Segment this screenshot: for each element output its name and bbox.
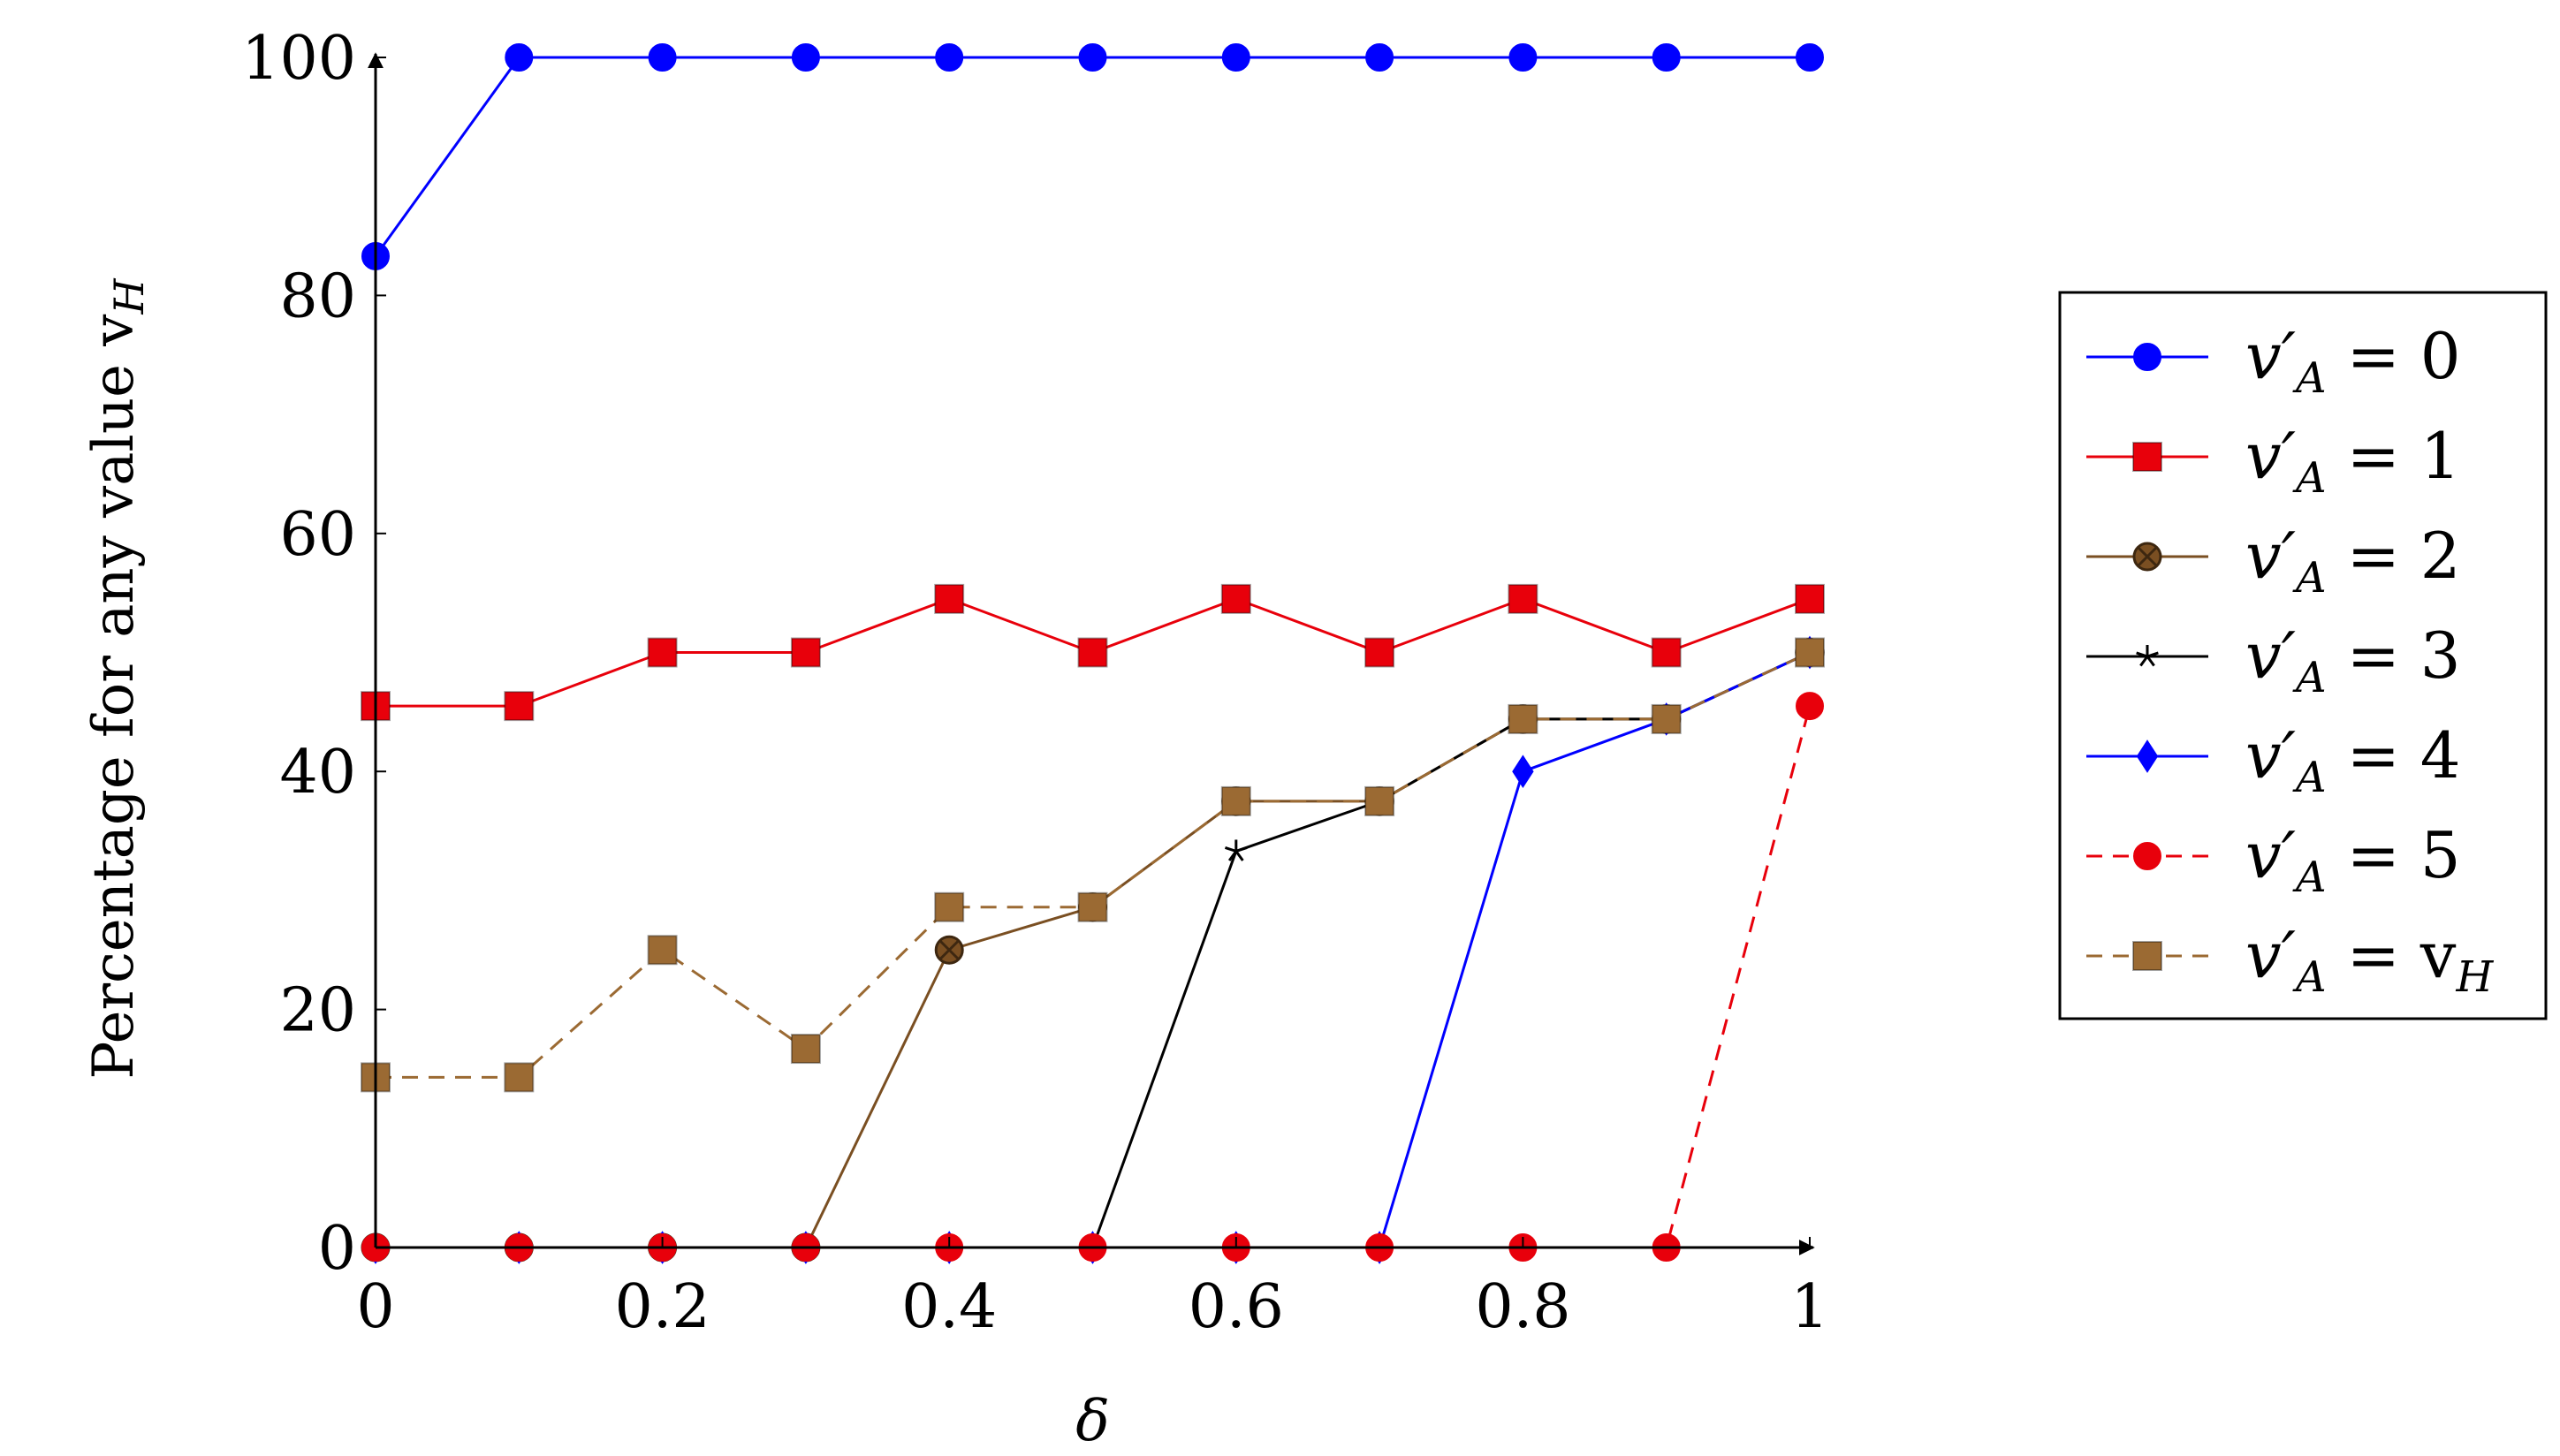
y-tick-label: 100 — [241, 24, 356, 94]
legend-item: v′A = 0 — [2086, 319, 2461, 403]
y-axis-title: Percentage for any value vH — [81, 278, 153, 1080]
data-point — [1651, 637, 1682, 668]
x-tick-label: 0.2 — [615, 1272, 710, 1342]
data-point — [1795, 637, 1825, 668]
data-point — [2136, 645, 2159, 667]
data-point — [1512, 755, 1534, 789]
data-point — [1796, 692, 1824, 721]
x-tick-label: 0.4 — [901, 1272, 997, 1342]
data-point — [505, 43, 534, 72]
legend-label: v′A = 1 — [2245, 419, 2461, 503]
data-point — [504, 691, 535, 722]
data-point-cross — [938, 939, 960, 960]
data-point — [2133, 842, 2161, 870]
series-line — [374, 56, 1810, 257]
data-point — [647, 637, 678, 668]
y-tick-label: 20 — [279, 976, 356, 1046]
data-point — [1220, 785, 1251, 816]
data-point — [648, 43, 677, 72]
series-line — [376, 651, 1811, 1249]
data-point — [791, 43, 820, 72]
series-line — [376, 651, 1811, 1249]
x-axis-title: δ — [1075, 1389, 1110, 1454]
data-point — [1651, 703, 1682, 734]
data-point-ray — [2146, 656, 2155, 667]
series-line — [376, 651, 1811, 1249]
data-point — [2136, 739, 2159, 773]
data-point — [790, 637, 821, 668]
data-point-ray — [2139, 656, 2149, 667]
data-point — [1078, 43, 1107, 72]
data-point — [1652, 43, 1681, 72]
data-point — [934, 891, 965, 922]
legend-label: v′A = 4 — [2245, 718, 2461, 802]
data-point — [935, 43, 964, 72]
data-point — [2132, 941, 2162, 971]
data-point-ray — [1235, 846, 1248, 853]
series-2 — [361, 638, 1825, 1263]
x-tick-label: 1 — [1790, 1272, 1828, 1342]
y-tick-label: 0 — [318, 1214, 356, 1284]
data-point — [504, 1062, 535, 1093]
data-point — [934, 583, 965, 614]
plot-area — [361, 43, 1825, 1264]
y-tick-label: 80 — [279, 262, 356, 331]
data-point-ray — [1224, 846, 1237, 853]
legend-item: v′A = 2 — [2086, 519, 2461, 603]
series-5 — [361, 692, 1824, 1262]
series-6 — [361, 637, 1825, 1093]
y-tick-label: 60 — [279, 500, 356, 570]
data-point — [1077, 891, 1108, 922]
data-point — [934, 935, 964, 965]
legend-label: v′A = 2 — [2245, 519, 2461, 603]
legend-label: v′A = 3 — [2245, 618, 2461, 702]
data-point — [1221, 43, 1250, 72]
y-axis: 0 20 40 60 80 100 — [241, 24, 386, 1284]
legend: v′A = 0 v′A = 1 v′A = 2 v′A = 3 v′A = 4 v′A =… — [2058, 291, 2548, 1020]
legend-item: v′A = 4 — [2086, 718, 2461, 802]
data-point — [2133, 343, 2161, 371]
data-point — [2132, 542, 2162, 572]
data-point — [1365, 43, 1394, 72]
data-point — [1224, 839, 1248, 861]
data-point-cross — [2137, 546, 2158, 567]
legend-item: v′A = 1 — [2086, 419, 2461, 503]
series-4 — [364, 635, 1821, 1264]
data-point — [790, 1034, 821, 1065]
x-tick-label: 0 — [356, 1272, 394, 1342]
data-point — [1508, 703, 1538, 734]
x-tick-label: 0.8 — [1475, 1272, 1570, 1342]
legend-item: v′A = vH — [2086, 918, 2494, 1002]
data-point — [1220, 583, 1251, 614]
x-tick-label: 0.6 — [1189, 1272, 1284, 1342]
series-line — [376, 705, 1812, 1249]
data-point — [1364, 637, 1395, 668]
data-point — [1796, 43, 1824, 72]
series-0 — [361, 43, 1824, 270]
data-point — [1795, 583, 1825, 614]
legend-label: v′A = 0 — [2245, 319, 2461, 403]
series-3 — [364, 641, 1821, 1258]
legend-label: v′A = vH — [2245, 918, 2494, 1002]
data-point — [1364, 785, 1395, 816]
data-point-ray — [1234, 850, 1244, 861]
data-point — [1077, 637, 1108, 668]
legend-label: v′A = 5 — [2245, 818, 2461, 902]
y-tick-label: 40 — [279, 738, 356, 808]
legend-item: v′A = 5 — [2086, 818, 2461, 902]
data-point-ray — [1227, 850, 1238, 861]
legend-item: v′A = 3 — [2086, 618, 2461, 702]
data-point — [1508, 583, 1538, 614]
data-point — [647, 935, 678, 966]
series-1 — [361, 583, 1825, 722]
data-point — [1508, 43, 1538, 72]
data-point — [2132, 442, 2162, 472]
data-point-ray — [2136, 651, 2148, 658]
data-point-ray — [2146, 651, 2159, 658]
series-line — [376, 651, 1811, 1079]
